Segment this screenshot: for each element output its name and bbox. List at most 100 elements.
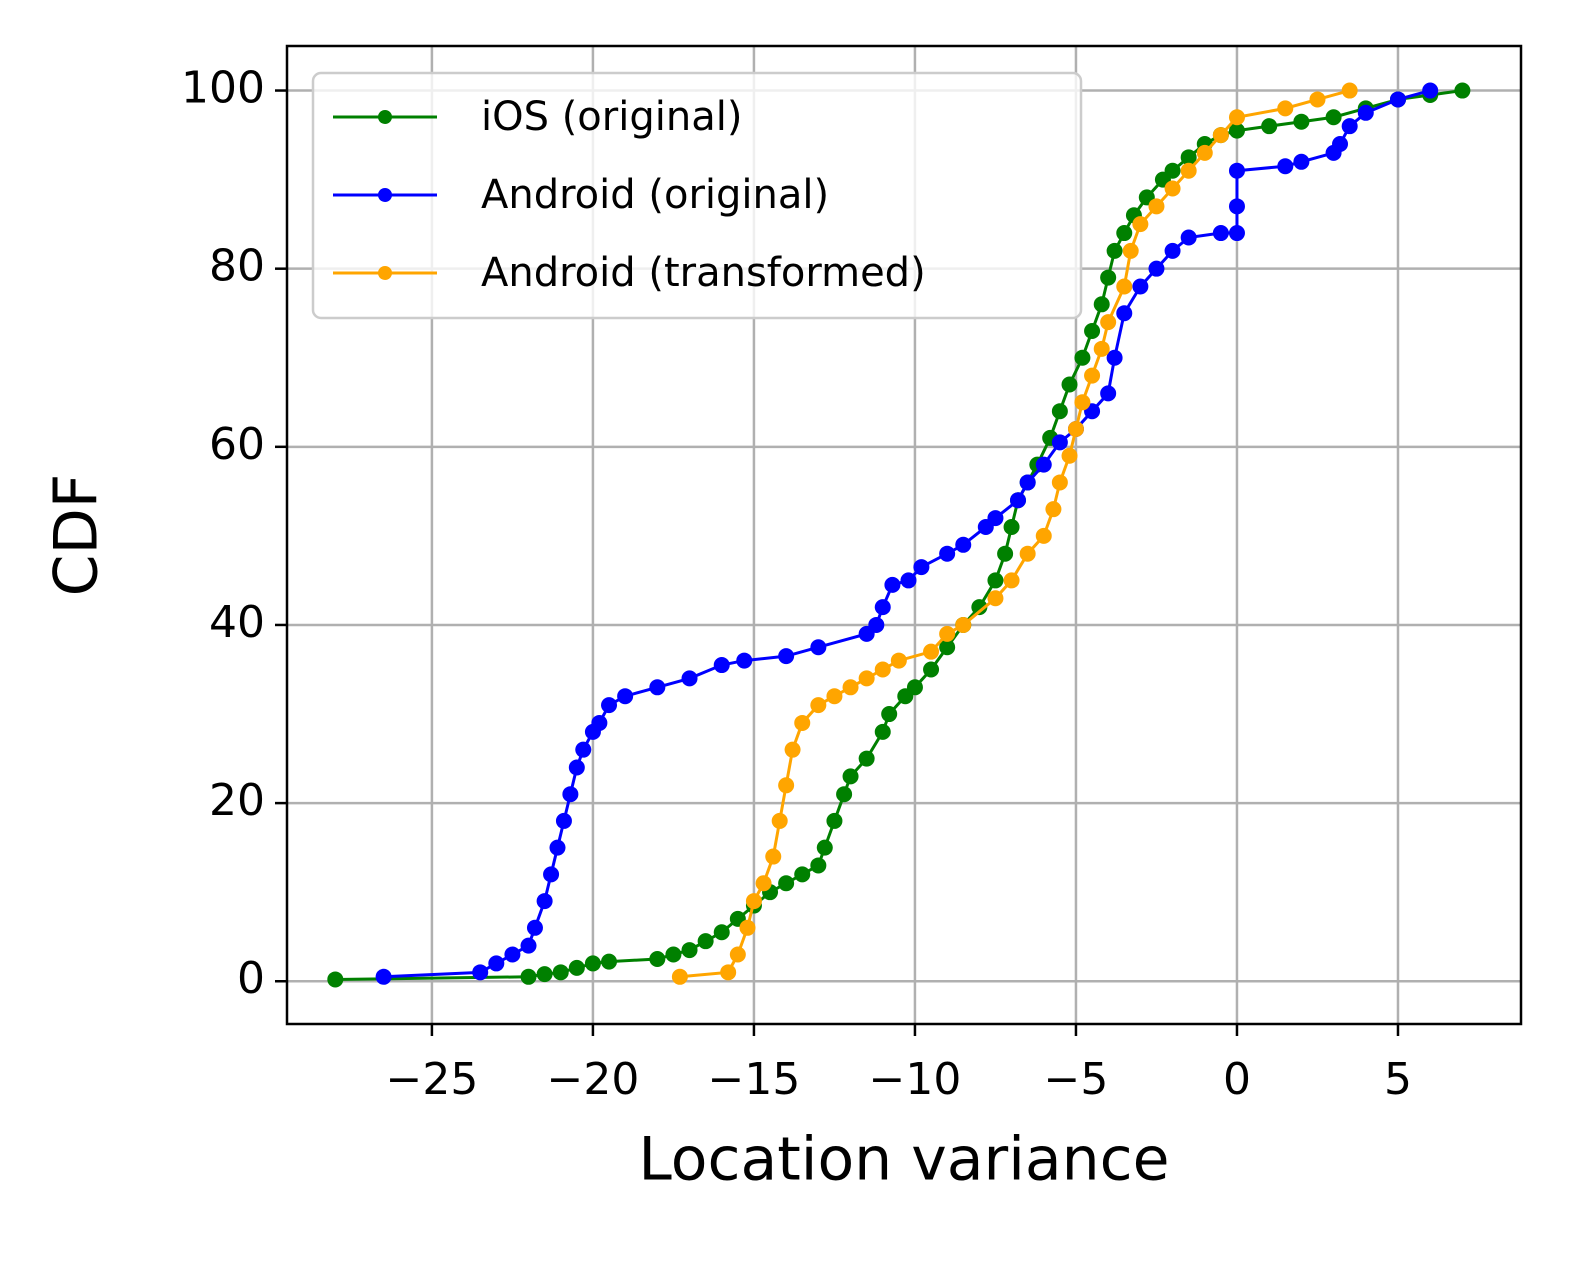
- point: [816, 839, 833, 856]
- point: [1061, 447, 1078, 464]
- point: [375, 968, 392, 985]
- point: [997, 545, 1014, 562]
- y-tick-label: 80: [209, 241, 265, 292]
- point: [939, 545, 956, 562]
- legend-label: iOS (original): [481, 94, 742, 140]
- point: [987, 590, 1004, 607]
- legend-marker: [378, 110, 392, 124]
- point: [1212, 225, 1229, 242]
- point: [900, 572, 917, 589]
- point: [826, 812, 843, 829]
- point: [1228, 198, 1245, 215]
- point: [681, 942, 698, 959]
- point: [1293, 113, 1310, 130]
- y-axis-label: CDF: [42, 474, 112, 597]
- point: [520, 937, 537, 954]
- y-tick-label: 40: [209, 597, 265, 648]
- point: [327, 971, 344, 988]
- point: [755, 875, 772, 892]
- point: [1116, 305, 1133, 322]
- point: [868, 616, 885, 633]
- point: [472, 964, 489, 981]
- point: [955, 616, 972, 633]
- point: [1003, 518, 1020, 535]
- point: [720, 964, 737, 981]
- point: [568, 759, 585, 776]
- point: [601, 953, 618, 970]
- point: [874, 723, 891, 740]
- x-tick-label: −5: [1044, 1054, 1109, 1105]
- point: [913, 559, 930, 576]
- point: [729, 946, 746, 963]
- point: [671, 968, 688, 985]
- point: [1035, 527, 1052, 544]
- point: [549, 839, 566, 856]
- point: [1067, 421, 1084, 438]
- point: [713, 657, 730, 674]
- point: [1074, 349, 1091, 366]
- point: [1164, 180, 1181, 197]
- point: [778, 875, 795, 892]
- point: [1309, 91, 1326, 108]
- point: [890, 652, 907, 669]
- x-axis-label: Location variance: [638, 1125, 1169, 1195]
- point: [955, 536, 972, 553]
- point: [884, 576, 901, 593]
- point: [1045, 501, 1062, 518]
- line: [383, 89, 1431, 979]
- point: [1180, 149, 1197, 166]
- point: [1019, 545, 1036, 562]
- point: [1180, 162, 1197, 179]
- point: [543, 866, 560, 883]
- point: [536, 893, 553, 910]
- point: [1164, 242, 1181, 259]
- point: [1454, 82, 1471, 99]
- point: [681, 670, 698, 687]
- point: [649, 950, 666, 967]
- point: [874, 661, 891, 678]
- point: [794, 714, 811, 731]
- point: [842, 679, 859, 696]
- point: [810, 697, 827, 714]
- point: [1051, 434, 1068, 451]
- point: [858, 750, 875, 767]
- point: [536, 966, 553, 983]
- point: [520, 968, 537, 985]
- x-tick-label: −25: [385, 1054, 478, 1105]
- point: [826, 688, 843, 705]
- point: [1106, 242, 1123, 259]
- point: [1100, 269, 1117, 286]
- point: [836, 786, 853, 803]
- point: [1132, 278, 1149, 295]
- point: [568, 959, 585, 976]
- y-tick-label: 20: [209, 775, 265, 826]
- point: [665, 946, 682, 963]
- point: [1332, 135, 1349, 152]
- point: [1228, 162, 1245, 179]
- point: [1277, 158, 1294, 175]
- point: [1148, 198, 1165, 215]
- point: [526, 919, 543, 936]
- point: [1277, 100, 1294, 117]
- point: [1341, 82, 1358, 99]
- point: [736, 652, 753, 669]
- point: [1164, 162, 1181, 179]
- legend-label: Android (original): [481, 172, 829, 218]
- point: [987, 510, 1004, 527]
- legend-marker: [378, 188, 392, 202]
- point: [778, 777, 795, 794]
- y-tick-label: 100: [181, 63, 265, 114]
- point: [1180, 229, 1197, 246]
- y-tick-label: 0: [237, 953, 265, 1004]
- point: [1116, 278, 1133, 295]
- point: [488, 955, 505, 972]
- point: [1422, 82, 1439, 99]
- point: [1084, 367, 1101, 384]
- point: [1357, 104, 1374, 121]
- point: [1116, 225, 1133, 242]
- point: [1261, 118, 1278, 135]
- point: [1003, 572, 1020, 589]
- point: [745, 893, 762, 910]
- point: [1148, 260, 1165, 277]
